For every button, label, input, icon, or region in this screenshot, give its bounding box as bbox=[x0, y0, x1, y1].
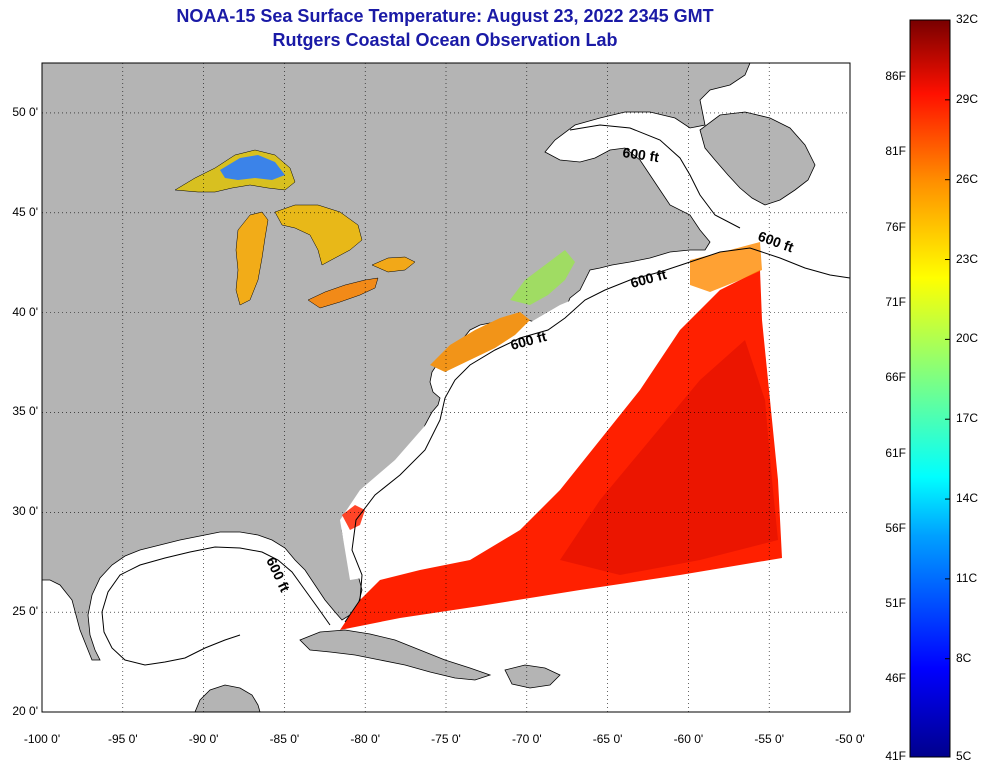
colorbar-celsius-label: 23C bbox=[956, 251, 979, 266]
mid-atlantic-shelf-warm bbox=[430, 312, 530, 372]
lake-superior-cold bbox=[220, 155, 285, 180]
latitude-tick-label: 20 0' bbox=[12, 704, 38, 718]
colorbar-fahrenheit-label: 76F bbox=[885, 219, 906, 234]
colorbar-fahrenheit-label: 46F bbox=[885, 671, 906, 686]
longitude-tick-label: -95 0' bbox=[107, 732, 138, 746]
colorbar-celsius-label: 20C bbox=[956, 331, 979, 346]
cloud-cover bbox=[340, 240, 760, 580]
latitude-tick-label: 30 0' bbox=[12, 504, 38, 519]
gulf-of-maine-cool bbox=[510, 250, 575, 305]
temperature-colorbar bbox=[909, 19, 951, 758]
map-grid bbox=[42, 63, 850, 712]
latitude-tick-label: 50 0' bbox=[12, 104, 38, 119]
colorbar-celsius-label: 17C bbox=[956, 411, 979, 426]
isobath-600ft-gulf-of-st-lawrence bbox=[569, 124, 741, 229]
colorbar-celsius-label: 14C bbox=[956, 491, 979, 506]
isobath-600ft-gulf bbox=[101, 546, 331, 666]
longitude-tick-label: -70 0' bbox=[511, 732, 542, 746]
longitude-tick-label: -55 0' bbox=[754, 732, 785, 746]
colorbar-fahrenheit-label: 71F bbox=[885, 294, 906, 309]
lake-erie bbox=[307, 277, 379, 309]
north-america-land bbox=[42, 63, 751, 661]
colorbar-celsius-label: 8C bbox=[956, 650, 972, 665]
cuba-land bbox=[299, 629, 492, 681]
colorbar-ticks bbox=[945, 19, 950, 758]
latitude-tick-label: 45 0' bbox=[12, 204, 38, 219]
longitude-tick-label: -100 0' bbox=[23, 732, 61, 746]
latitude-tick-label: 25 0' bbox=[12, 604, 38, 619]
isobath-label: 600 ft bbox=[622, 144, 661, 165]
hispaniola-land bbox=[504, 664, 561, 689]
colorbar-fahrenheit-label: 41F bbox=[885, 749, 906, 763]
colorbar-celsius-label: 26C bbox=[956, 171, 979, 186]
colorbar-fahrenheit-label: 81F bbox=[885, 144, 906, 159]
lake-michigan bbox=[235, 211, 269, 306]
colorbar-fahrenheit-label: 56F bbox=[885, 520, 906, 535]
yucatan-land bbox=[194, 684, 261, 712]
colorbar-celsius-label: 11C bbox=[956, 570, 978, 585]
colorbar-fahrenheit-label: 66F bbox=[885, 370, 906, 385]
sst-swath-warm-core bbox=[560, 340, 778, 575]
colorbar-celsius-label: 32C bbox=[956, 12, 979, 26]
colorbar-fahrenheit-label: 86F bbox=[885, 69, 906, 83]
map-frame bbox=[41, 62, 851, 713]
colorbar-celsius-label: 5C bbox=[956, 749, 972, 763]
sst-swath-edge-orange bbox=[690, 242, 762, 292]
isobath-600ft-atlantic bbox=[344, 247, 850, 623]
latitude-tick-label: 35 0' bbox=[12, 404, 38, 419]
lake-huron bbox=[274, 204, 363, 266]
longitude-tick-label: -65 0' bbox=[592, 732, 623, 746]
lake-ontario bbox=[371, 256, 416, 273]
latitude-tick-label: 40 0' bbox=[12, 304, 38, 319]
map-title: NOAA-15 Sea Surface Temperature: August … bbox=[176, 6, 714, 26]
longitude-tick-label: -90 0' bbox=[188, 732, 219, 746]
longitude-tick-label: -75 0' bbox=[431, 732, 461, 746]
colorbar-fahrenheit-label: 51F bbox=[885, 596, 906, 611]
florida-coast-warm bbox=[342, 505, 365, 530]
longitude-tick-label: -60 0' bbox=[673, 732, 704, 746]
longitude-tick-label: -80 0' bbox=[350, 732, 381, 746]
colorbar-fahrenheit-label: 61F bbox=[885, 445, 906, 460]
longitude-tick-label: -85 0' bbox=[269, 732, 300, 746]
colorbar-celsius-label: 29C bbox=[956, 91, 979, 106]
map-subtitle: Rutgers Coastal Ocean Observation Lab bbox=[272, 30, 618, 50]
newfoundland-land bbox=[699, 111, 816, 206]
longitude-tick-label: -50 0' bbox=[835, 732, 865, 746]
